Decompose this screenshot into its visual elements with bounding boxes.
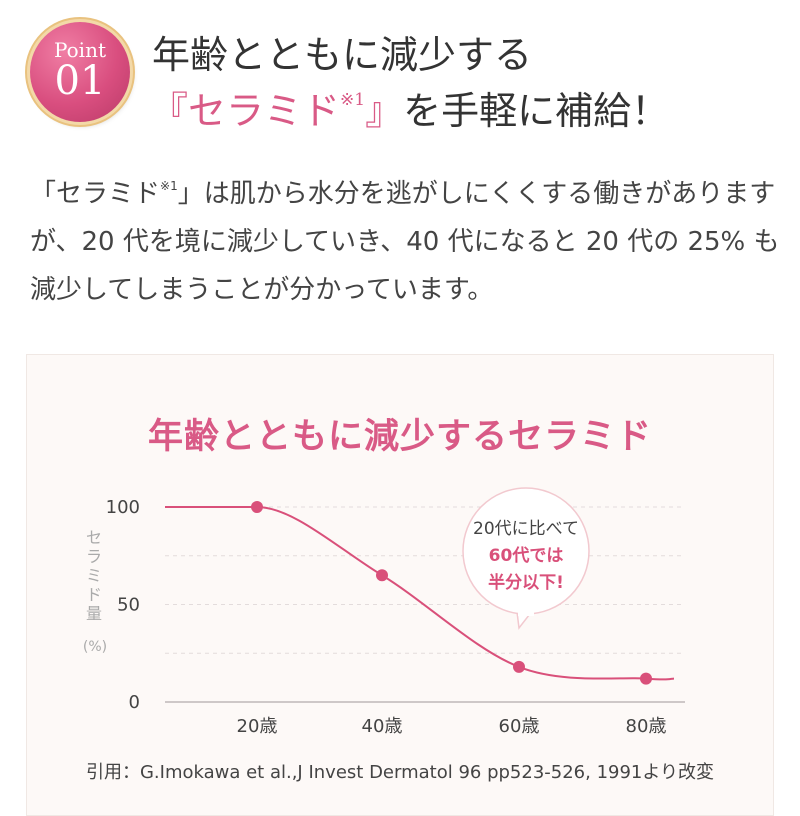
x-tick-label: 60歳 — [499, 716, 540, 737]
chart-title: 年齢とともに減少するセラミド — [147, 417, 652, 457]
heading-accent-suffix: 』 — [365, 89, 404, 133]
x-tick-label: 80歳 — [626, 716, 667, 737]
data-point — [251, 501, 263, 513]
data-point — [376, 569, 388, 582]
y-tick-label: 100 — [106, 497, 140, 518]
y-axis-unit: (%) — [82, 639, 108, 655]
y-tick-label: 50 — [117, 595, 140, 616]
heading-line2: 『セラミド※1』を手軽に補給！ — [150, 80, 669, 135]
description-sup: ※1 — [160, 179, 178, 193]
y-axis-label: セラミド量 — [85, 528, 102, 623]
description-prefix: 「セラミド — [30, 179, 161, 209]
heading-accent-prefix: 『セラミド — [150, 89, 341, 133]
x-tick-label: 40歳 — [362, 716, 403, 737]
callout-line2: 60代では — [489, 545, 564, 566]
grid-layer — [165, 506, 685, 654]
citation: 引用：G.Imokawa et al.,J Invest Dermatol 96… — [85, 762, 715, 783]
badge-word: Point — [53, 38, 106, 62]
description: 「セラミド※1」は肌から水分を逃がしにくくする働きがあります が、20 代を境に… — [30, 162, 780, 314]
callout-tail-mask — [518, 608, 534, 616]
badge-number: 01 — [54, 58, 106, 104]
callout-line1: 20代に比べて — [473, 519, 579, 539]
point-badge: Point 01 — [30, 22, 130, 122]
description-text: 」は肌から水分を逃がしにくくする働きがあります が、20 代を境に減少していき、… — [30, 179, 780, 305]
chart-card — [26, 354, 774, 816]
heading-accent-sup: ※1 — [340, 90, 366, 110]
callout-line3: 半分以下! — [488, 572, 564, 593]
data-point — [513, 660, 525, 673]
y-tick-label: 0 — [129, 692, 140, 713]
series-layer — [164, 501, 675, 685]
heading-rest: を手軽に補給！ — [403, 89, 670, 133]
heading-line1: 年齢とともに減少する — [152, 33, 533, 77]
axis-layer: 100 50 0 20歳 40歳 60歳 80歳 — [106, 497, 685, 737]
x-tick-label: 20歳 — [237, 716, 278, 737]
data-point — [640, 672, 652, 685]
